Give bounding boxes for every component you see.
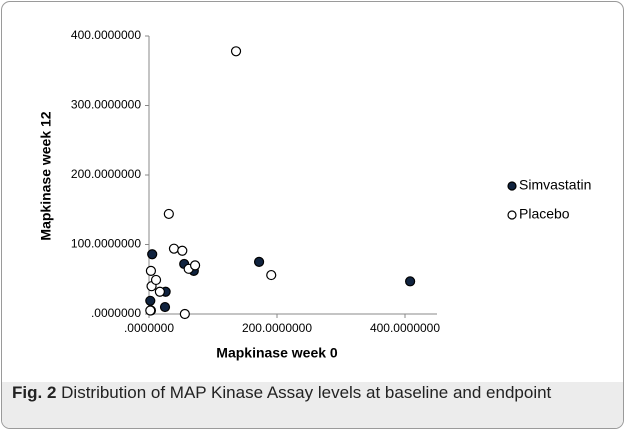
y-tick-label: .0000000 bbox=[91, 306, 141, 320]
data-point bbox=[189, 260, 201, 271]
y-tick-label: 100.0000000 bbox=[71, 237, 141, 251]
data-point bbox=[168, 243, 180, 254]
data-point bbox=[230, 46, 242, 57]
data-point bbox=[154, 286, 165, 297]
data-point bbox=[147, 249, 158, 260]
data-point bbox=[266, 269, 277, 281]
data-point bbox=[145, 265, 157, 277]
x-axis-title: Mapkinase week 0 bbox=[216, 345, 338, 361]
legend-marker bbox=[507, 210, 517, 220]
x-tick-label: 200.0000000 bbox=[242, 321, 312, 335]
data-point bbox=[177, 245, 188, 256]
caption-text: Distribution of MAP Kinase Assay levels … bbox=[61, 383, 552, 402]
legend-label: Placebo bbox=[519, 206, 570, 222]
y-tick-label: 200.0000000 bbox=[71, 167, 141, 181]
y-tick-label: 300.0000000 bbox=[71, 98, 141, 112]
data-point bbox=[159, 301, 171, 313]
data-point bbox=[150, 274, 162, 286]
caption-label: Fig. 2 bbox=[12, 383, 57, 402]
data-point bbox=[163, 208, 174, 220]
data-point bbox=[405, 276, 416, 287]
legend-label: Simvastatin bbox=[519, 177, 591, 193]
data-point bbox=[253, 256, 265, 267]
caption: Fig. 2 Distribution of MAP Kinase Assay … bbox=[2, 382, 623, 428]
legend-marker bbox=[507, 181, 517, 191]
x-tick-label: 400.0000000 bbox=[370, 321, 440, 335]
chart: Mapkinase week 12 Mapkinase week 0 .0000… bbox=[38, 28, 592, 361]
y-tick-label: 400.0000000 bbox=[71, 28, 141, 42]
x-tick-label: .0000000 bbox=[124, 321, 174, 335]
data-point bbox=[179, 308, 190, 320]
data-point bbox=[145, 305, 156, 316]
data-point bbox=[145, 295, 156, 306]
y-axis-title: Mapkinase week 12 bbox=[38, 111, 54, 240]
